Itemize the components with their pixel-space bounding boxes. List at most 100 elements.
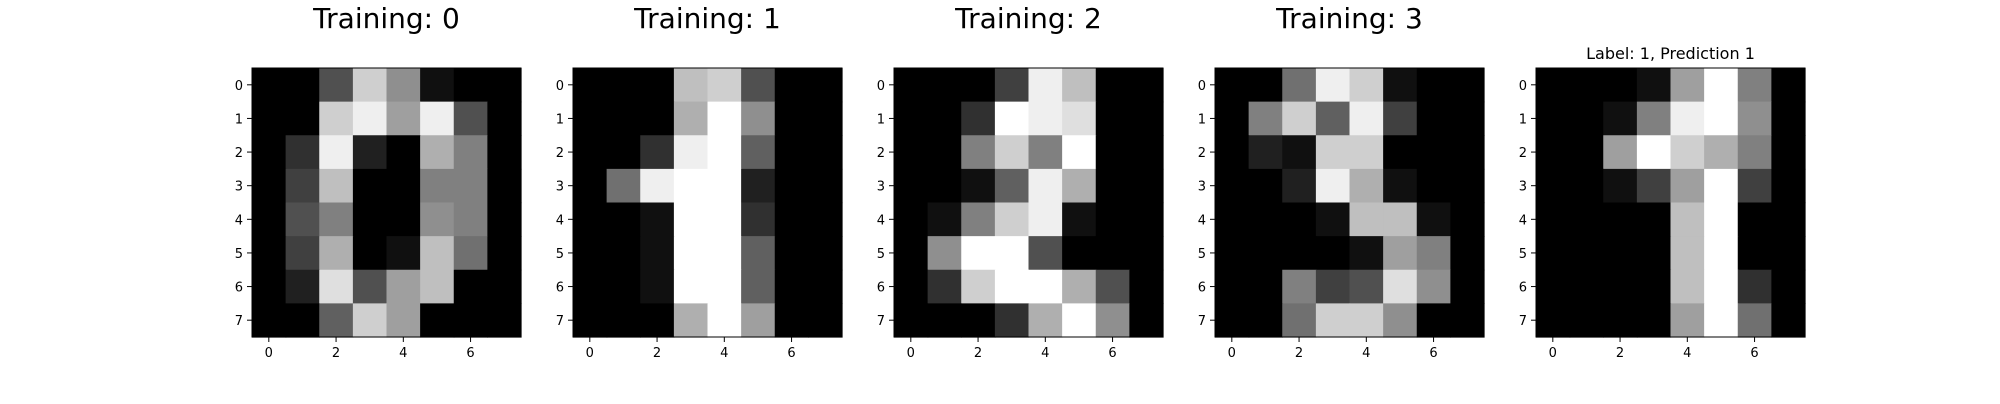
pixel-cell (808, 269, 843, 304)
pixel-cell (1704, 269, 1739, 304)
pixel-cell (386, 303, 421, 338)
pixel-cell (420, 236, 455, 271)
pixel-cell (1282, 168, 1317, 204)
pixel-cell (1349, 101, 1384, 136)
pixel-cell (285, 101, 320, 136)
x-tick-label: 6 (1108, 346, 1116, 361)
pixel-cell (386, 135, 421, 170)
pixel-cell (1383, 236, 1418, 271)
x-tick-label: 0 (907, 346, 915, 361)
pixel-cell (1315, 135, 1351, 170)
y-tick-label: 6 (1519, 281, 1527, 296)
y-tick-label: 3 (1519, 180, 1527, 195)
pixel-cell (1215, 68, 1250, 103)
y-tick-label: 0 (1198, 79, 1206, 94)
y-tick-label: 1 (877, 112, 885, 127)
pixel-cell (961, 68, 996, 103)
pixel-cell (319, 202, 354, 237)
pixel-cell (1603, 236, 1638, 271)
pixel-cell (1603, 303, 1638, 338)
pixel-cell (1383, 68, 1418, 103)
pixel-cell (453, 101, 488, 136)
pixel-cell (487, 135, 522, 170)
pixel-cell (994, 202, 1030, 237)
pixel-cell (774, 303, 809, 338)
pixel-cell (1095, 168, 1130, 204)
pixel-cell (1704, 68, 1739, 103)
pixel-cell (741, 202, 776, 237)
pixel-cell (1569, 68, 1604, 103)
x-tick-label: 4 (720, 346, 728, 361)
y-tick-label: 7 (235, 314, 243, 329)
pixel-cell (386, 269, 421, 304)
pixel-cell (1282, 101, 1317, 136)
pixel-cell (1129, 101, 1164, 136)
pixel-cell (453, 303, 488, 338)
pixel-cell (453, 68, 488, 103)
panel-title: Training: 1 (633, 2, 781, 35)
pixel-cell (606, 202, 641, 237)
pixel-cell (453, 269, 488, 304)
y-tick-label: 2 (877, 146, 885, 161)
pixel-cell (774, 68, 809, 103)
pixel-cell (1095, 135, 1130, 170)
pixel-cell (1028, 68, 1063, 103)
pixel-cell (1737, 303, 1772, 338)
x-tick-label: 6 (787, 346, 795, 361)
pixel-cell (420, 101, 455, 136)
pixel-cell (927, 168, 962, 204)
pixel-cell (1095, 269, 1130, 304)
pixel-cell (774, 202, 809, 237)
pixel-cell (673, 135, 709, 170)
pixel-cell (808, 135, 843, 170)
pixel-cell (1248, 269, 1283, 304)
pixel-cell (487, 303, 522, 338)
pixel-cell (1670, 135, 1705, 170)
pixel-cell (573, 236, 608, 271)
pixel-cell (1636, 68, 1672, 103)
pixel-cell (352, 168, 388, 204)
pixel-cell (1536, 168, 1571, 204)
pixel-cell (573, 202, 608, 237)
pixel-cell (894, 68, 929, 103)
pixel-cell (774, 101, 809, 136)
pixel-cell (1028, 303, 1063, 338)
y-tick-label: 6 (877, 281, 885, 296)
pixel-cell (1536, 202, 1571, 237)
pixel-cell (1450, 303, 1485, 338)
pixel-cell (1416, 236, 1451, 271)
pixel-cell (640, 269, 675, 304)
pixel-cell (894, 202, 929, 237)
y-tick-label: 3 (877, 180, 885, 195)
y-tick-label: 1 (556, 112, 564, 127)
pixel-cell (774, 168, 809, 204)
axes-frame (251, 67, 522, 338)
y-tick-label: 0 (1519, 79, 1527, 94)
pixel-cell (640, 68, 675, 103)
pixel-cell (741, 269, 776, 304)
pixel-cell (927, 236, 962, 271)
pixel-cell (1737, 168, 1772, 204)
pixel-cell (1383, 303, 1418, 338)
pixel-cell (1536, 236, 1571, 271)
pixel-cell (420, 202, 455, 237)
panel-title: Training: 2 (954, 2, 1102, 35)
pixel-cell (1282, 303, 1317, 338)
panel-title: Label: 1, Prediction 1 (1586, 44, 1755, 63)
pixel-cell (1062, 269, 1097, 304)
pixel-cell (1248, 101, 1283, 136)
pixel-cell (487, 68, 522, 103)
pixel-cell (741, 101, 776, 136)
pixel-cell (1095, 303, 1130, 338)
pixel-cell (1569, 101, 1604, 136)
pixel-cell (386, 101, 421, 136)
pixel-cell (1315, 236, 1351, 271)
pixel-cell (1215, 101, 1250, 136)
pixel-cell (252, 303, 287, 338)
pixel-cell (352, 303, 388, 338)
pixel-cell (1737, 236, 1772, 271)
digit-panel-1: Training: 1 0 2 4 6 0 1 2 3 4 5 6 7 (556, 2, 843, 361)
pixel-cell (707, 68, 742, 103)
pixel-cell (606, 269, 641, 304)
pixel-cell (285, 303, 320, 338)
